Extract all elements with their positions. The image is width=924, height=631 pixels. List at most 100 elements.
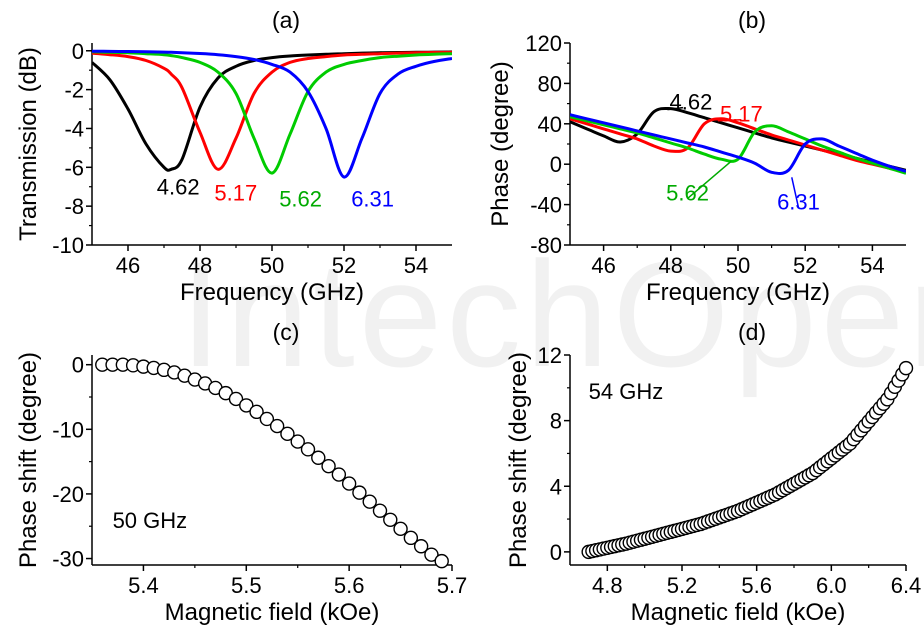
data-point bbox=[383, 512, 398, 527]
data-point bbox=[424, 547, 439, 562]
x-tick-label: 5.6 bbox=[741, 573, 772, 598]
x-axis-label: Magnetic field (kOe) bbox=[631, 599, 846, 626]
y-tick-label: -6 bbox=[64, 155, 84, 180]
x-tick-label: 4.8 bbox=[592, 573, 623, 598]
annotation-label: 5.17 bbox=[214, 181, 257, 206]
data-point bbox=[280, 426, 295, 442]
y-tick-label: -4 bbox=[64, 116, 84, 141]
series-line-5.62 bbox=[92, 50, 452, 175]
y-tick-label: -10 bbox=[52, 233, 84, 258]
y-tick-label: -80 bbox=[530, 233, 562, 258]
data-point bbox=[228, 391, 244, 407]
y-axis-label: Phase shift (degree) bbox=[505, 352, 532, 568]
data-point bbox=[311, 450, 326, 465]
annotation-label: 54 GHz bbox=[589, 379, 664, 404]
x-tick-label: 52 bbox=[332, 253, 356, 278]
x-tick-label: 5.5 bbox=[231, 573, 262, 598]
series-line-5.17 bbox=[92, 50, 452, 171]
y-axis-label: Phase shift (degree) bbox=[15, 352, 42, 568]
data-point bbox=[413, 539, 429, 554]
y-tick-label: 12 bbox=[538, 343, 562, 368]
y-tick-label: -30 bbox=[52, 547, 84, 572]
panel-b: 46 48 50 52 54 120 80 40 0 -40 -80 (b) Frequency (GH… bbox=[487, 7, 906, 306]
annotation-arrow bbox=[667, 106, 684, 111]
y-axis-label: Phase (degree) bbox=[487, 61, 514, 226]
data-point bbox=[393, 521, 408, 537]
x-tick-label: 5.7 bbox=[437, 573, 468, 598]
panel-label: (b) bbox=[738, 7, 766, 33]
y-tick-label: 0 bbox=[72, 353, 84, 378]
x-axis-label: Frequency (GHz) bbox=[180, 279, 364, 306]
x-tick-label: 50 bbox=[260, 253, 284, 278]
data-point bbox=[239, 398, 254, 413]
y-tick-label: 0 bbox=[550, 540, 562, 565]
plot-area bbox=[92, 49, 452, 179]
y-tick-label: -2 bbox=[64, 78, 84, 103]
data-point bbox=[321, 458, 336, 474]
annotation-label: 4.62 bbox=[157, 175, 200, 200]
annotation-label: 6.31 bbox=[777, 190, 820, 215]
y-tick-label: -8 bbox=[64, 194, 84, 219]
panel-d: 4.8 5.2 5.6 6.0 6.4 0 4 8 12 (d) Magnetic field (k… bbox=[505, 319, 921, 626]
y-tick-label: 0 bbox=[550, 152, 562, 177]
annotation-label: 5.17 bbox=[720, 102, 763, 127]
annotation-label: 4.62 bbox=[670, 90, 713, 115]
x-tick-label: 6.4 bbox=[891, 573, 922, 598]
x-tick-label: 48 bbox=[188, 253, 212, 278]
y-tick-label: -20 bbox=[52, 482, 84, 507]
y-tick-label: 40 bbox=[538, 112, 562, 137]
y-tick-label: -40 bbox=[530, 193, 562, 218]
annotation-label: 5.62 bbox=[666, 180, 709, 205]
data-point bbox=[259, 411, 275, 427]
annotation-arrow bbox=[717, 118, 742, 122]
y-tick-label: 120 bbox=[525, 31, 562, 56]
y-axis-label: Transmission (dB) bbox=[15, 47, 42, 241]
x-tick-label: 46 bbox=[591, 253, 615, 278]
y-tick-label: -10 bbox=[52, 417, 84, 442]
data-point bbox=[372, 503, 388, 518]
x-tick-label: 5.2 bbox=[667, 573, 698, 598]
x-tick-label: 5.4 bbox=[128, 573, 159, 598]
series-line-4.62 bbox=[92, 50, 452, 172]
data-point bbox=[331, 467, 347, 482]
x-tick-label: 54 bbox=[860, 253, 884, 278]
plot-area bbox=[570, 106, 906, 176]
panel-label: (a) bbox=[272, 7, 300, 33]
data-point bbox=[300, 442, 316, 457]
data-point bbox=[249, 404, 264, 420]
y-tick-label: 8 bbox=[550, 409, 562, 434]
series-line-6.31 bbox=[570, 113, 906, 176]
x-tick-label: 48 bbox=[659, 253, 683, 278]
data-point bbox=[269, 418, 285, 434]
annotation-arrow bbox=[687, 160, 732, 200]
x-tick-label: 46 bbox=[116, 253, 140, 278]
x-tick-label: 50 bbox=[726, 253, 750, 278]
y-tick-label: 4 bbox=[550, 474, 562, 499]
data-point bbox=[898, 360, 914, 376]
data-point bbox=[434, 553, 449, 569]
x-tick-label: 6.0 bbox=[816, 573, 847, 598]
panel-c: 5.4 5.5 5.6 5.7 0 -10 -20 -30 (c) Magnetic field … bbox=[15, 319, 467, 626]
data-point bbox=[352, 485, 367, 500]
annotation-arrow bbox=[791, 177, 800, 208]
x-tick-label: 54 bbox=[404, 253, 428, 278]
panel-a: 46 48 50 52 54 0 -2 -4 -6 -8 -10 (a) Frequency (GHz)… bbox=[15, 7, 452, 306]
panel-label: (c) bbox=[273, 319, 300, 345]
data-point bbox=[290, 434, 305, 449]
data-point bbox=[341, 476, 357, 491]
annotation-label: 6.31 bbox=[351, 186, 394, 211]
series-line-6.31 bbox=[92, 49, 452, 179]
y-tick-label: 0 bbox=[72, 39, 84, 64]
series-line-5.62 bbox=[570, 115, 906, 175]
x-tick-label: 5.6 bbox=[334, 573, 365, 598]
y-tick-label: 80 bbox=[538, 71, 562, 96]
x-axis-label: Magnetic field (kOe) bbox=[165, 599, 380, 626]
data-point bbox=[403, 530, 419, 546]
panel-label: (d) bbox=[738, 319, 766, 345]
annotation-label: 5.62 bbox=[279, 186, 322, 211]
series-line-5.17 bbox=[570, 117, 906, 174]
x-axis-label: Frequency (GHz) bbox=[646, 279, 830, 306]
annotation-label: 50 GHz bbox=[113, 508, 188, 533]
data-point bbox=[362, 494, 377, 509]
